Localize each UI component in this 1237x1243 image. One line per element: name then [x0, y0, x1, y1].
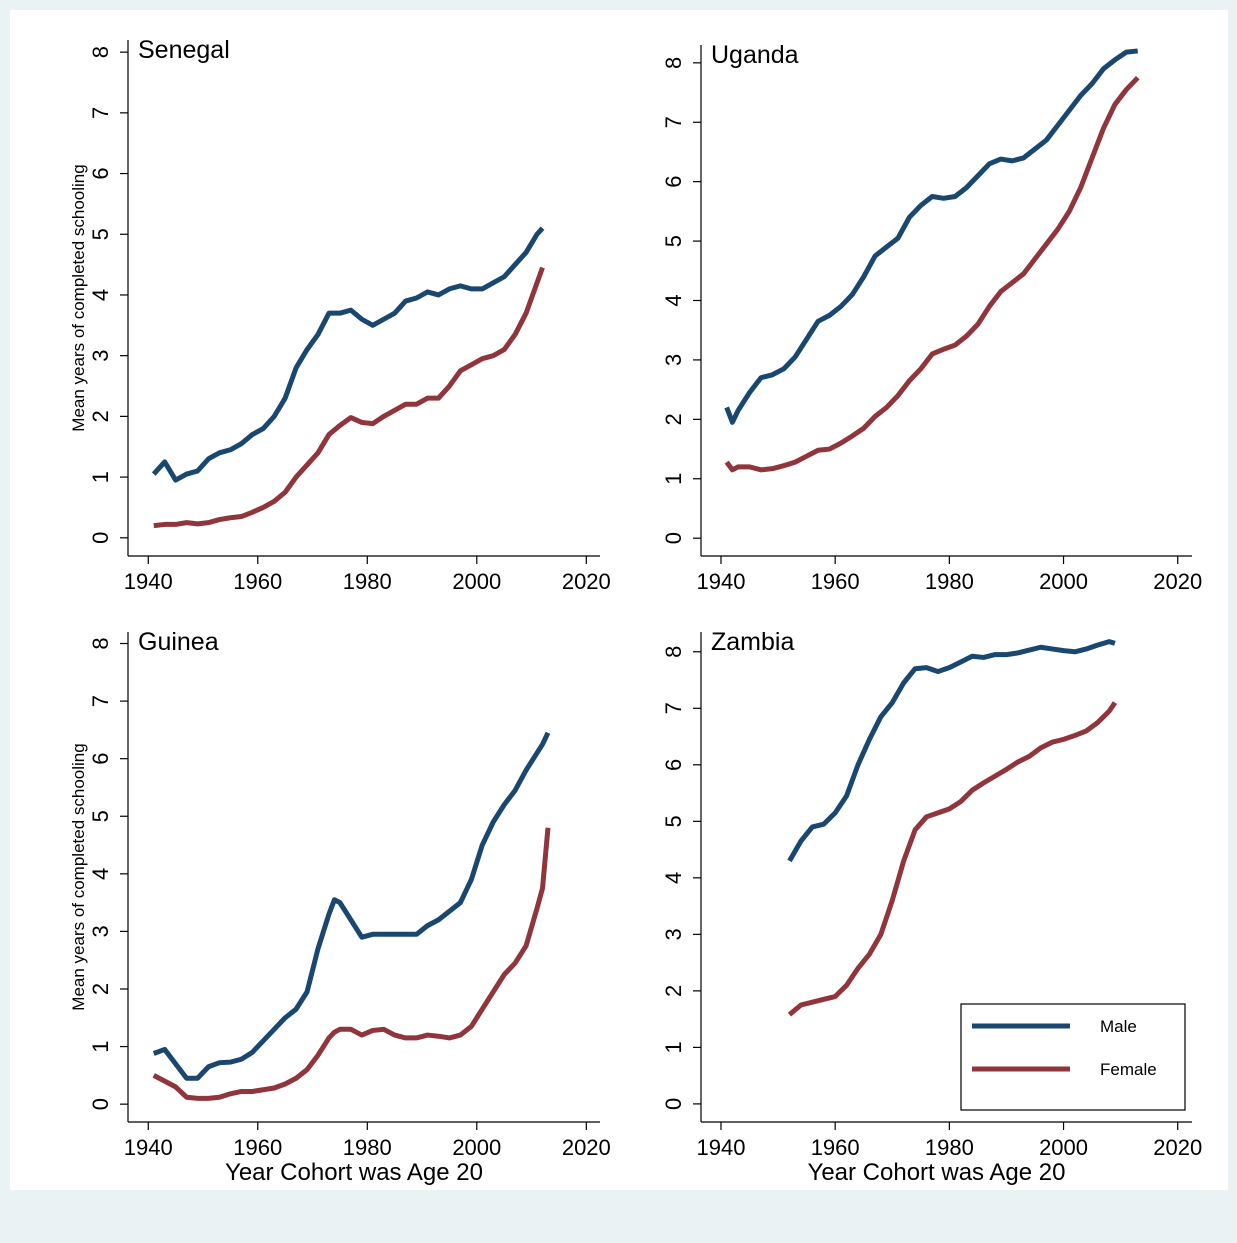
- y-tick-label: 3: [661, 354, 686, 366]
- y-tick-label: 1: [661, 1041, 686, 1053]
- panel: 0 1 2 3 4 5 6 7 8 1940 1960 1980 2000 2020 Uganda: [661, 41, 1202, 594]
- legend-box: [960, 1003, 1186, 1111]
- y-tick-label: 2: [88, 410, 113, 422]
- y-tick-label: 2: [661, 985, 686, 997]
- y-tick-label: 8: [88, 46, 113, 58]
- plot-background: [10, 10, 1228, 1190]
- x-tick-label: 1980: [343, 569, 392, 594]
- y-tick-label: 6: [88, 753, 113, 765]
- x-tick-label: 2000: [452, 569, 501, 594]
- data-line: [724, 48, 1139, 425]
- data-line: [151, 226, 545, 483]
- legend-label: Male: [1100, 1017, 1137, 1036]
- y-tick-label: 5: [88, 810, 113, 822]
- y-tick-label: 4: [88, 868, 113, 880]
- x-tick-label: 1940: [697, 1135, 746, 1160]
- x-axis-title: Year Cohort was Age 20: [225, 1159, 483, 1186]
- x-tick-label: 1960: [811, 1135, 860, 1160]
- x-axis-title: Year Cohort was Age 20: [808, 1159, 1066, 1186]
- y-tick-label: 8: [661, 57, 686, 69]
- panel: 0 1 2 3 4 5 6 7 8 1940 1960 1980 2000 2020 Guinea Mean …: [69, 628, 611, 1186]
- y-tick-label: 3: [661, 928, 686, 940]
- y-tick-label: 5: [661, 815, 686, 827]
- x-tick-label: 2020: [1153, 1135, 1202, 1160]
- y-tick-label: 7: [661, 116, 686, 128]
- x-tick-label: 1980: [343, 1135, 392, 1160]
- x-tick-label: 2020: [562, 569, 611, 594]
- x-tick-label: 1980: [925, 1135, 974, 1160]
- y-tick-label: 6: [661, 176, 686, 188]
- y-tick-label: 5: [661, 235, 686, 247]
- y-tick-label: 4: [661, 872, 686, 884]
- x-tick-label: 1960: [233, 569, 282, 594]
- panel: 0 1 2 3 4 5 6 7 8 1940 1960 1980 2000 2020 Senegal Mean…: [69, 36, 611, 594]
- x-tick-label: 2000: [1039, 569, 1088, 594]
- data-line: [724, 75, 1140, 473]
- data-line: [152, 731, 551, 1081]
- y-tick-label: 7: [88, 695, 113, 707]
- panel-title: Uganda: [711, 41, 799, 69]
- x-tick-label: 2000: [452, 1135, 501, 1160]
- y-tick-label: 3: [88, 350, 113, 362]
- x-tick-label: 1960: [811, 569, 860, 594]
- y-tick-label: 0: [661, 1098, 686, 1110]
- y-tick-label: 2: [661, 413, 686, 425]
- y-tick-label: 0: [661, 532, 686, 544]
- y-tick-label: 4: [661, 294, 686, 306]
- x-tick-label: 1940: [124, 1135, 173, 1160]
- y-tick-label: 1: [661, 473, 686, 485]
- x-tick-label: 2020: [562, 1135, 611, 1160]
- x-tick-label: 1940: [697, 569, 746, 594]
- x-tick-label: 2000: [1039, 1135, 1088, 1160]
- y-tick-label: 6: [88, 167, 113, 179]
- y-tick-label: 7: [88, 107, 113, 119]
- y-tick-label: 5: [88, 228, 113, 240]
- data-line: [787, 701, 1117, 1017]
- y-tick-label: 0: [88, 532, 113, 544]
- panel-title: Guinea: [138, 628, 219, 656]
- y-tick-label: 0: [88, 1098, 113, 1110]
- x-tick-label: 2020: [1153, 569, 1202, 594]
- legend-label: Female: [1100, 1060, 1157, 1079]
- y-tick-label: 2: [88, 983, 113, 995]
- x-tick-label: 1980: [925, 569, 974, 594]
- panel-title: Zambia: [711, 628, 794, 656]
- y-tick-label: 4: [88, 289, 113, 301]
- panel-title: Senegal: [138, 36, 230, 64]
- y-tick-label: 7: [661, 702, 686, 714]
- y-tick-label: 3: [88, 925, 113, 937]
- x-tick-label: 1960: [233, 1135, 282, 1160]
- y-tick-label: 8: [661, 646, 686, 658]
- panel: 0 1 2 3 4 5 6 7 8 1940 1960 1980 2000 2020 Zambia Year …: [661, 628, 1202, 1186]
- data-line: [787, 639, 1116, 863]
- y-tick-label: 6: [661, 759, 686, 771]
- legend: Male Female: [960, 1003, 1186, 1111]
- y-tick-label: 1: [88, 471, 113, 483]
- y-tick-label: 8: [88, 637, 113, 649]
- y-axis-title: Mean years of completed schooling: [69, 164, 88, 431]
- data-line: [153, 266, 545, 529]
- data-line: [152, 827, 551, 1101]
- y-tick-label: 1: [88, 1040, 113, 1052]
- x-tick-label: 1940: [124, 569, 173, 594]
- y-axis-title: Mean years of completed schooling: [69, 743, 88, 1010]
